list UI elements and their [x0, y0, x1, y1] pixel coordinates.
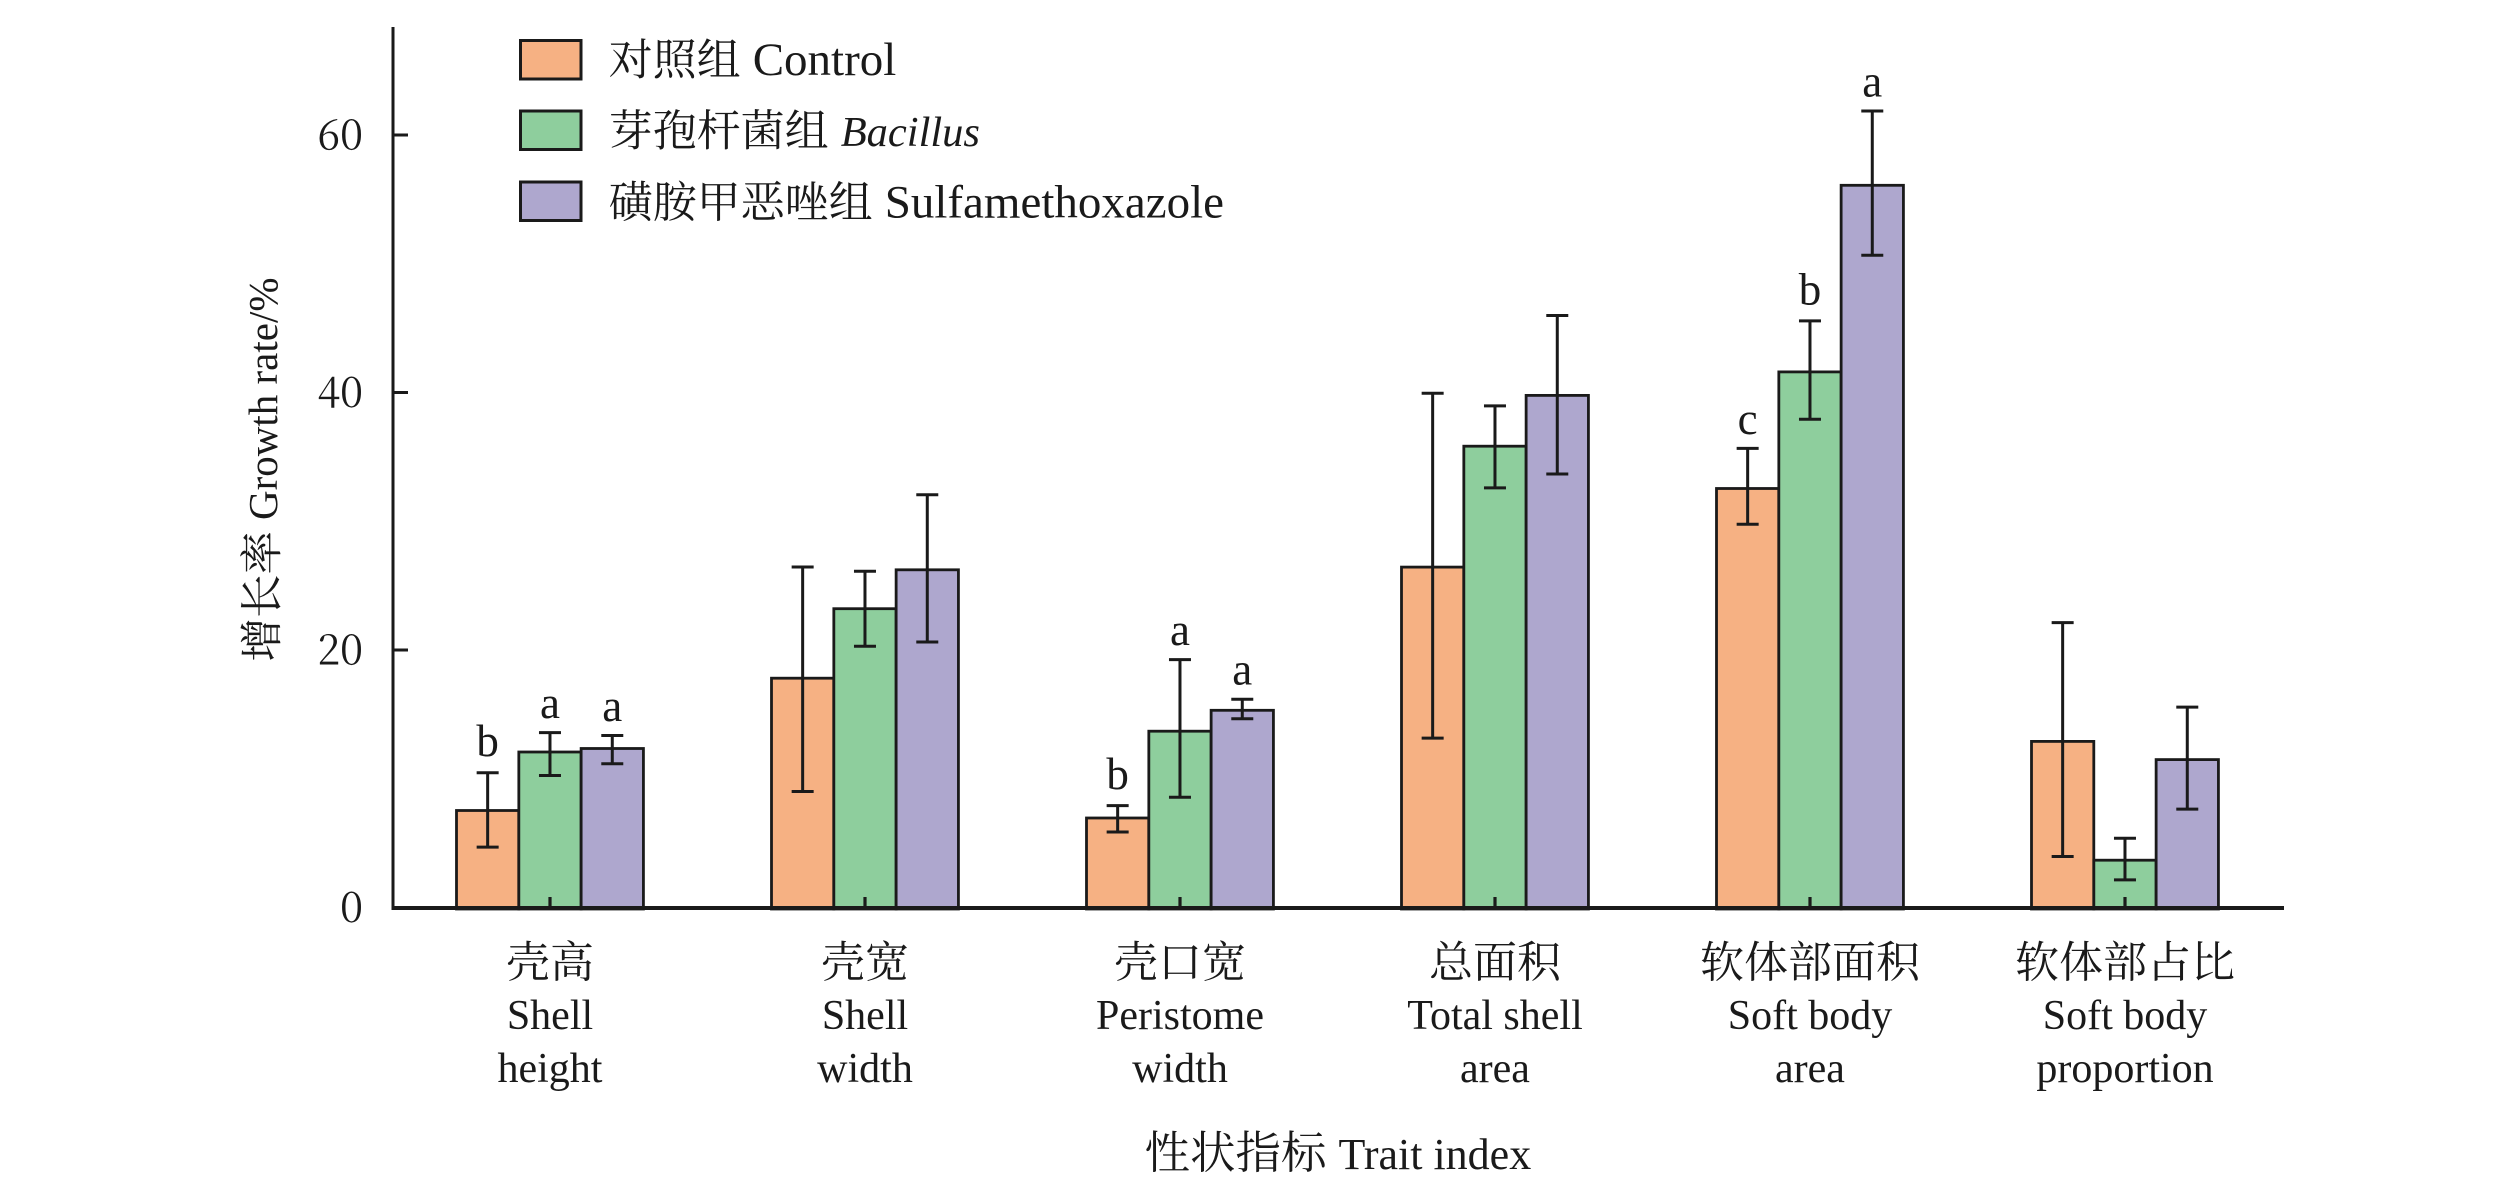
svg-text:Control: Control [753, 34, 897, 86]
svg-text:Shell: Shell [822, 993, 908, 1039]
svg-text:Peristome: Peristome [1096, 993, 1264, 1039]
svg-text:area: area [1460, 1046, 1530, 1092]
svg-text:a: a [540, 678, 560, 728]
svg-text:proportion: proportion [2036, 1046, 2213, 1092]
svg-text:a: a [1862, 57, 1882, 107]
svg-text:Soft body: Soft body [1728, 993, 1893, 1039]
svg-text:Soft body: Soft body [2043, 993, 2208, 1039]
svg-text:Total shell: Total shell [1407, 993, 1583, 1039]
svg-text:width: width [1132, 1046, 1228, 1092]
svg-text:a: a [1232, 645, 1252, 695]
svg-text:width: width [817, 1046, 913, 1092]
svg-text:Growth rate/%: Growth rate/% [240, 278, 286, 521]
svg-text:a: a [1170, 605, 1190, 655]
svg-text:Shell: Shell [507, 993, 593, 1039]
svg-text:b: b [476, 716, 499, 766]
svg-text:Trait index: Trait index [1339, 1130, 1532, 1179]
svg-text:Sulfamethoxazole: Sulfamethoxazole [885, 177, 1224, 229]
svg-text:Bacillus: Bacillus [841, 109, 980, 156]
svg-text:a: a [602, 681, 622, 731]
svg-text:height: height [498, 1046, 603, 1092]
svg-text:b: b [1106, 749, 1129, 799]
svg-text:area: area [1775, 1046, 1845, 1092]
svg-text:c: c [1738, 394, 1758, 444]
svg-text:b: b [1799, 264, 1822, 314]
